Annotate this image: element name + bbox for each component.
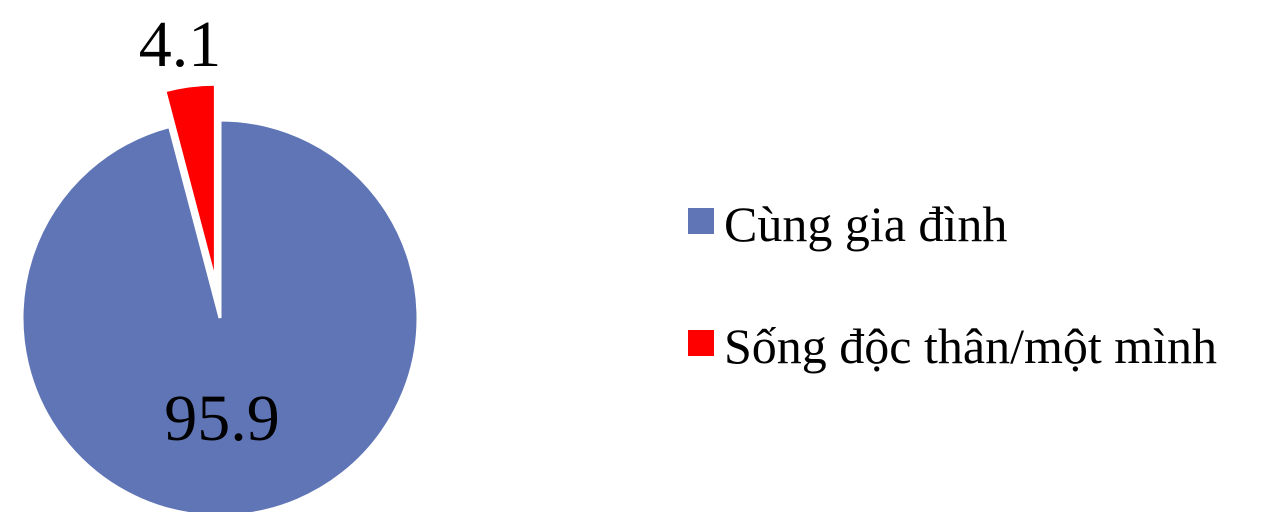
pie-slice-1: [20, 118, 420, 512]
legend-swatch: [688, 208, 714, 234]
data-label-slice-2: 4.1: [139, 8, 222, 81]
legend-item-1: Cùng gia đình: [688, 196, 1007, 252]
pie-slice-2: [163, 82, 217, 283]
legend-item-2: Sống độc thân/một mình: [688, 318, 1217, 374]
legend: Cùng gia đình Sống độc thân/một mình: [688, 196, 1217, 374]
pie-slices: [20, 82, 420, 512]
data-label-slice-1: 95.9: [164, 382, 280, 455]
data-labels: 95.9 4.1: [139, 8, 280, 455]
legend-label: Sống độc thân/một mình: [724, 318, 1217, 374]
legend-swatch: [688, 330, 714, 356]
legend-label: Cùng gia đình: [724, 196, 1007, 252]
